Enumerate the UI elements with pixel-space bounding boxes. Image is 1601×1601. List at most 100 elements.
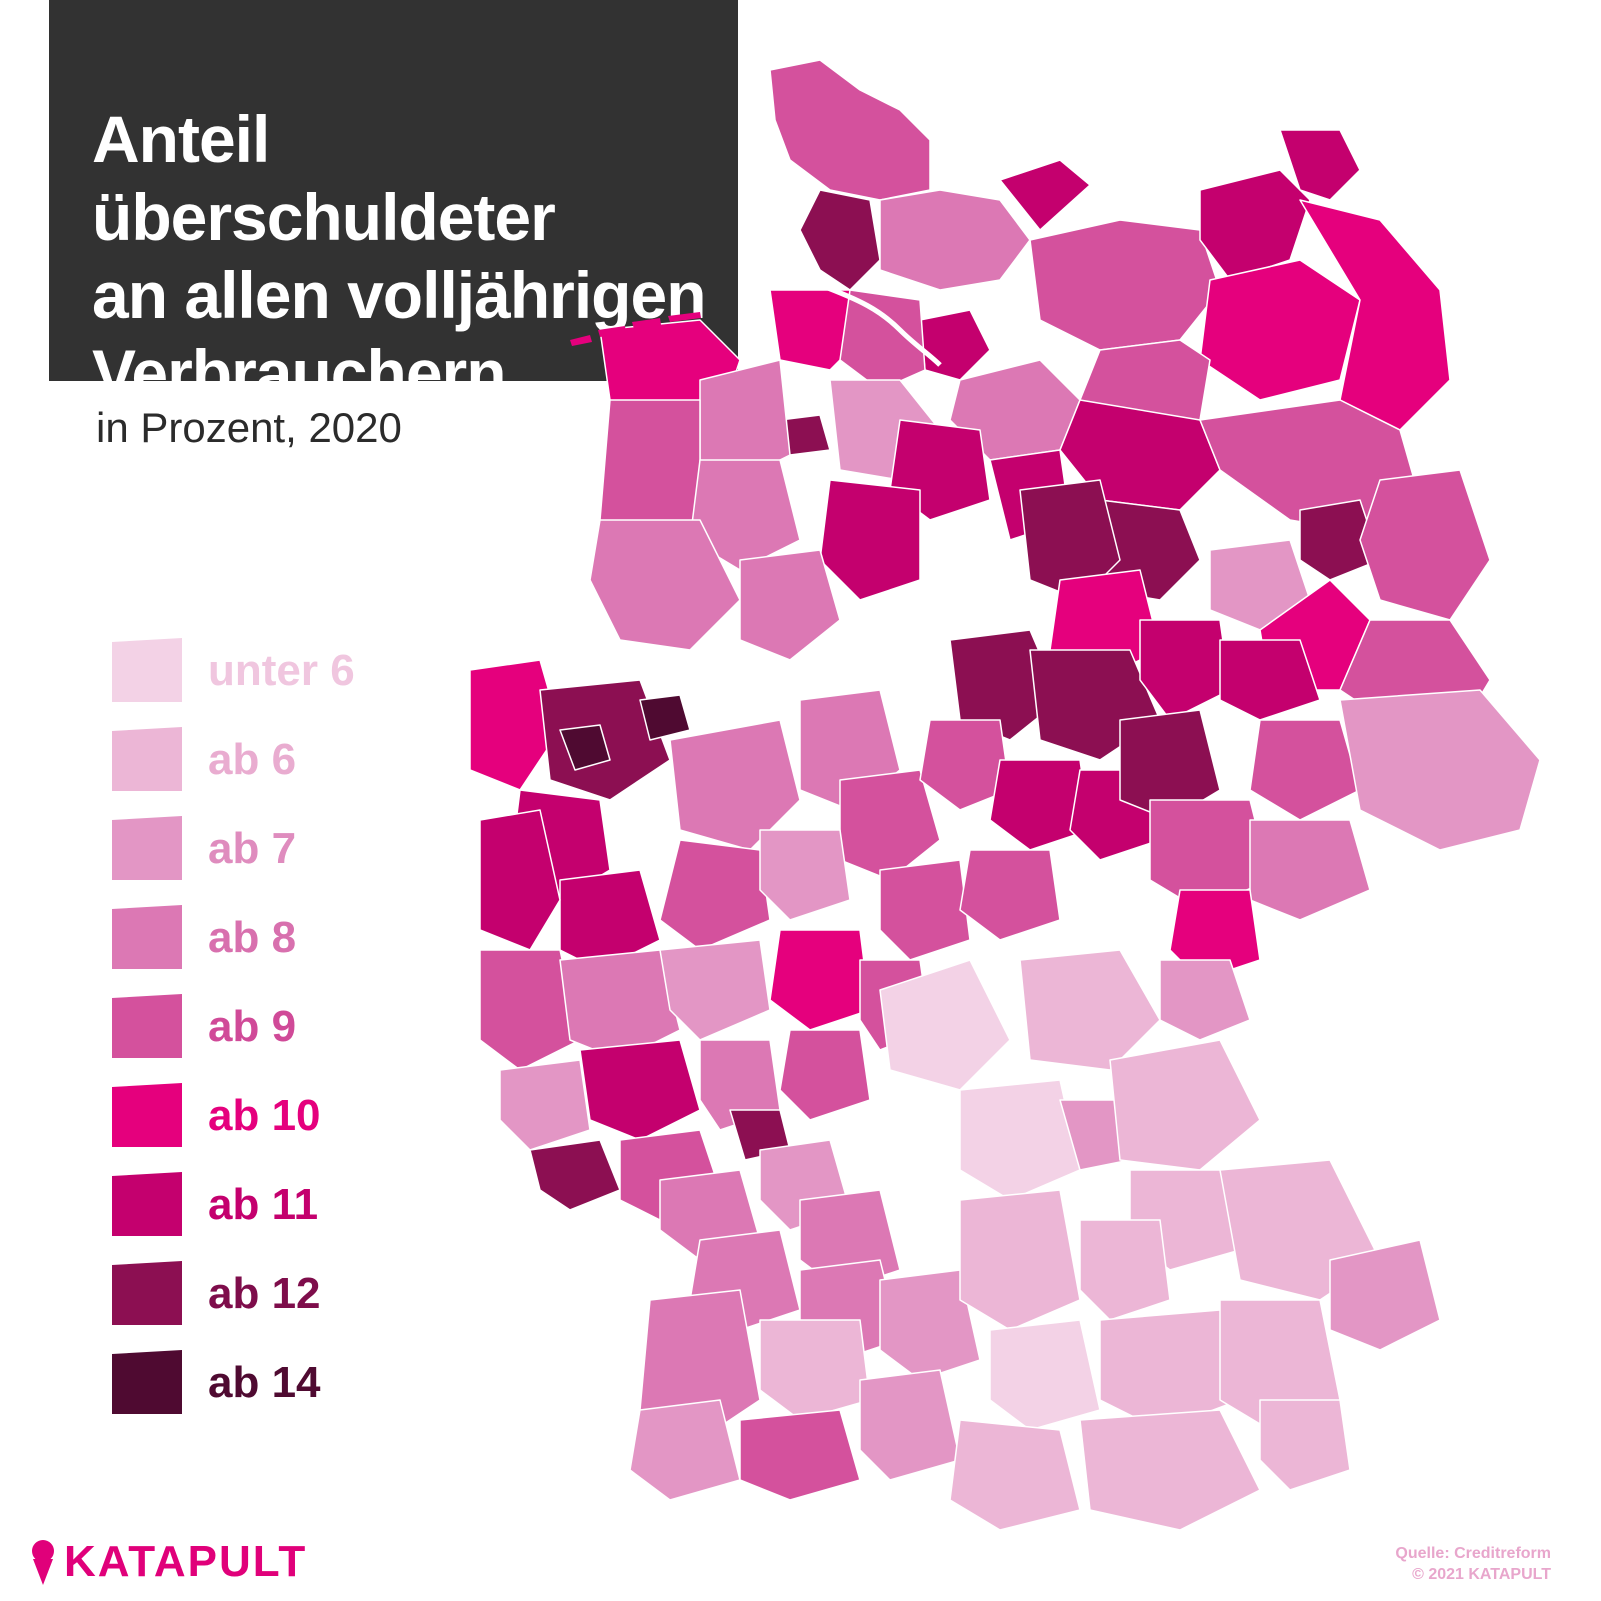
- region-freiburg: [629, 1399, 741, 1501]
- title-line-2: an allen volljährigen: [92, 258, 707, 332]
- legend-swatch-shape: [112, 994, 182, 1058]
- region-ulm: [879, 1269, 981, 1381]
- legend-swatch: [112, 1261, 182, 1325]
- region-bielefeld: [739, 549, 841, 661]
- region-ingolstadt: [1079, 1219, 1171, 1321]
- region-dresden: [1249, 719, 1361, 821]
- region-mv-central: [1199, 259, 1361, 401]
- region-augsburg: [989, 1319, 1101, 1431]
- legend-swatch: [112, 905, 182, 969]
- region-erfurt: [989, 759, 1091, 851]
- map-title: Anteil überschuldeter an allen volljähri…: [92, 100, 712, 412]
- region-berchtesgaden: [1259, 1399, 1351, 1491]
- region-frankfurt-oder: [1299, 499, 1381, 581]
- region-lausitz: [1339, 689, 1541, 851]
- legend-label: ab 12: [208, 1269, 321, 1318]
- region-oberfranken: [1019, 949, 1161, 1071]
- legend-label: ab 14: [208, 1358, 321, 1407]
- legend-label: ab 7: [208, 824, 297, 873]
- title-line-1: Anteil überschuldeter: [92, 102, 556, 254]
- region-schleswig-holstein-west: [799, 189, 881, 291]
- island: [668, 312, 701, 322]
- region-schwarzwald: [639, 1289, 761, 1441]
- region-ravensburg: [859, 1369, 961, 1481]
- region-saarland: [529, 1139, 621, 1211]
- legend-swatch-shape: [112, 1172, 182, 1236]
- region-stade: [839, 289, 926, 391]
- island: [570, 335, 592, 346]
- region-hamburg: [919, 309, 991, 381]
- region-wittenberg: [1219, 639, 1321, 721]
- region-eichsfeld: [919, 719, 1011, 811]
- region-schleswig-holstein-north: [769, 60, 931, 201]
- region-oderland: [1359, 469, 1491, 621]
- region-muensterland: [589, 519, 741, 651]
- region-hunsrueck: [579, 1039, 701, 1141]
- elbe-river: [819, 282, 942, 367]
- legend-label: ab 6: [208, 735, 297, 784]
- ice-cream-icon: [32, 1540, 54, 1585]
- legend-swatch: [112, 1350, 182, 1414]
- legend-item-ab-11: ab 11: [112, 1172, 412, 1236]
- region-trier: [499, 1059, 591, 1151]
- title-line-3: Verbrauchern: [92, 336, 507, 410]
- legend-swatch-shape: [112, 816, 182, 880]
- region-hannover: [819, 479, 921, 601]
- legend-swatch-shape: [112, 1261, 182, 1325]
- region-oberbayern-south: [1079, 1409, 1261, 1531]
- logo-text: KATAPULT: [64, 1537, 308, 1586]
- legend-swatch: [112, 638, 182, 702]
- region-duisburg: [559, 724, 611, 771]
- legend-label: ab 9: [208, 1002, 297, 1051]
- region-marburg: [759, 829, 851, 921]
- legend-item-unter-6: unter 6: [112, 638, 412, 702]
- region-mv-east: [1299, 199, 1451, 431]
- region-dortmund: [639, 694, 691, 741]
- region-nordhessen: [839, 769, 941, 881]
- region-suhl: [959, 849, 1061, 941]
- region-mittelfranken: [959, 1079, 1081, 1201]
- region-unterfranken: [879, 959, 1011, 1091]
- legend-swatch: [112, 1083, 182, 1147]
- region-erzgebirge: [1249, 819, 1371, 921]
- region-ruegen: [1279, 129, 1361, 201]
- legend-swatch-shape: [112, 905, 182, 969]
- region-fulda: [879, 859, 971, 961]
- region-sauerland: [669, 719, 801, 851]
- region-konstanz: [739, 1409, 861, 1501]
- legend-swatch-shape: [112, 727, 182, 791]
- ice-cream-scoop: [32, 1540, 54, 1562]
- legend-item-ab-12: ab 12: [112, 1261, 412, 1325]
- legend-item-ab-7: ab 7: [112, 816, 412, 880]
- title-box: [49, 0, 738, 381]
- legend-label: ab 10: [208, 1091, 321, 1140]
- region-eifel: [479, 949, 581, 1071]
- legend-swatch: [112, 994, 182, 1058]
- license-credit: © 2021 KATAPULT: [1412, 1566, 1551, 1583]
- region-tuebingen: [759, 1319, 871, 1421]
- legend-label: ab 8: [208, 913, 297, 962]
- legend-swatch: [112, 1172, 182, 1236]
- region-frankfurt: [769, 929, 871, 1031]
- region-niederrhein: [469, 659, 561, 791]
- legend-item-ab-10: ab 10: [112, 1083, 412, 1147]
- legend-item-ab-9: ab 9: [112, 994, 412, 1058]
- legend-swatch-shape: [112, 1350, 182, 1414]
- region-passau: [1329, 1239, 1441, 1351]
- region-kiel: [999, 159, 1091, 231]
- region-allgaeu: [949, 1419, 1081, 1531]
- region-aachen: [479, 809, 561, 951]
- legend-item-ab-14: ab 14: [112, 1350, 412, 1414]
- legend-swatch-shape: [112, 1083, 182, 1147]
- region-westerwald: [659, 939, 771, 1041]
- legend-label: ab 11: [208, 1180, 319, 1229]
- legend-item-ab-8: ab 8: [112, 905, 412, 969]
- region-siegen: [659, 839, 771, 951]
- legend-swatch: [112, 816, 182, 880]
- region-schwaben: [959, 1189, 1081, 1331]
- germany-choropleth-map: [469, 60, 1541, 1531]
- legend-item-ab-6: ab 6: [112, 727, 412, 791]
- region-oberpfalz: [1109, 1039, 1261, 1171]
- frisian-islands: [570, 312, 701, 346]
- source-credit: Quelle: Creditreform: [1395, 1545, 1551, 1562]
